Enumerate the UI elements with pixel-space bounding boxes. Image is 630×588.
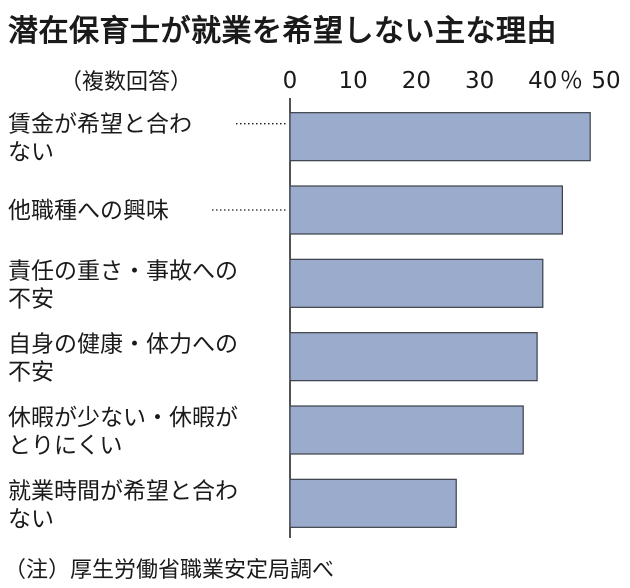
source-note: （注）厚生労働省職業安定局調べ bbox=[4, 558, 335, 583]
multiple-answers-note: （複数回答） bbox=[60, 70, 193, 95]
bar bbox=[289, 405, 524, 455]
x-tick-label: 0 bbox=[283, 68, 298, 94]
category-label: ない bbox=[8, 140, 54, 166]
bar bbox=[289, 258, 544, 308]
category-label: 不安 bbox=[8, 286, 54, 312]
category-label: 就業時間が希望と合わ bbox=[8, 478, 238, 504]
bar bbox=[289, 185, 563, 235]
bar bbox=[289, 332, 538, 382]
x-tick-label: 30 bbox=[465, 68, 494, 94]
x-tick-label: 10 bbox=[339, 68, 368, 94]
category-label: 自身の健康・体力への bbox=[8, 332, 238, 358]
bar bbox=[289, 478, 457, 528]
category-label: 他職種への興味 bbox=[8, 198, 169, 224]
category-label: 賃金が希望と合わ bbox=[8, 112, 192, 138]
category-label: 不安 bbox=[8, 360, 54, 386]
category-label: 責任の重さ・事故への bbox=[8, 258, 238, 284]
x-tick-label: 20 bbox=[402, 68, 431, 94]
category-label: とりにくい bbox=[8, 433, 123, 459]
x-tick-label: 50 bbox=[591, 68, 620, 94]
bar bbox=[289, 112, 591, 162]
category-label: 休暇が少ない・休暇が bbox=[8, 405, 238, 431]
x-tick-label: 40 bbox=[528, 68, 557, 94]
chart-title: 潜在保育士が就業を希望しない主な理由 bbox=[8, 14, 557, 49]
x-unit-label: ％ bbox=[560, 68, 583, 94]
category-label: ない bbox=[8, 506, 54, 532]
